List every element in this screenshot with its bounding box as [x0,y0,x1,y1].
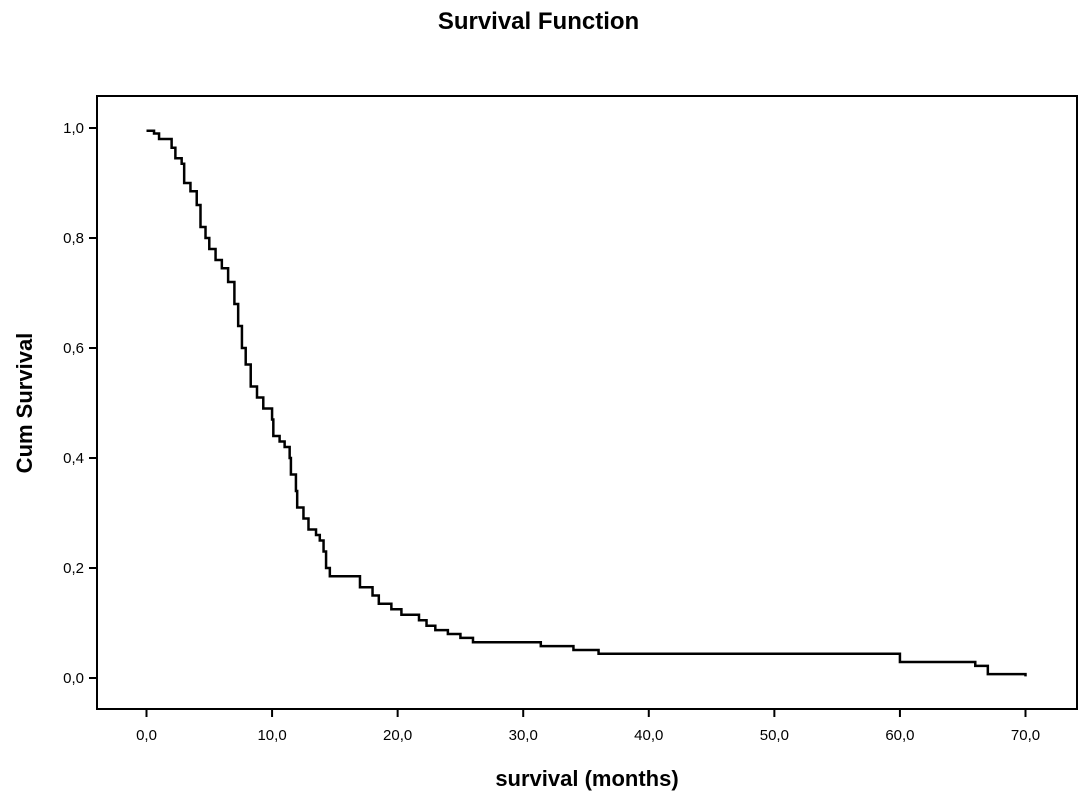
y-tick-label: 0,6 [63,340,84,357]
chart-title: Survival Function [437,8,640,35]
x-tick-label: 40,0 [634,727,663,744]
x-tick-label: 0,0 [136,727,157,744]
y-tick-label: 1,0 [63,120,84,137]
x-tick-label: 10,0 [257,727,286,744]
x-tick-label: 60,0 [885,727,914,744]
y-tick-label: 0,0 [63,670,84,687]
x-axis-label: survival (months) [495,766,679,791]
x-tick-label: 50,0 [760,727,789,744]
y-tick-label: 0,2 [63,560,84,577]
y-tick-label: 0,8 [63,230,84,247]
y-tick-label: 0,4 [63,450,84,467]
plot-frame [96,95,1078,710]
x-tick-label: 20,0 [383,727,412,744]
survival-curve [146,129,1027,677]
x-tick-label: 70,0 [1011,727,1040,744]
x-tick-label: 30,0 [509,727,538,744]
